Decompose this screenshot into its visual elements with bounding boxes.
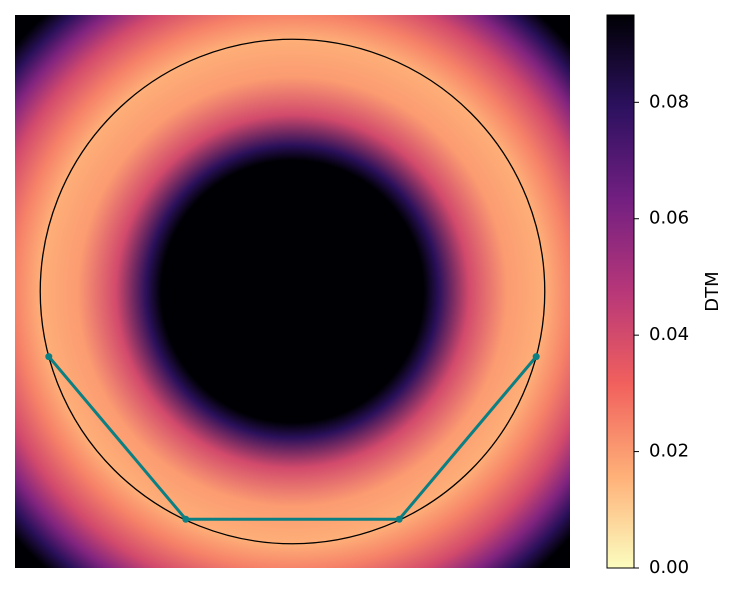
path-line [47, 355, 538, 521]
colorbar-tick-label: 0.04 [649, 324, 689, 345]
path-point [395, 515, 403, 523]
colorbar-tick-label: 0.08 [649, 91, 689, 112]
path-point [45, 353, 53, 361]
path-point [182, 515, 190, 523]
colorbar-tick-label: 0.00 [649, 557, 689, 578]
colorbar [606, 14, 635, 569]
colorbar-tick-label: 0.06 [649, 208, 689, 229]
reference-circle [39, 38, 546, 545]
colorbar-tick-label: 0.02 [649, 441, 689, 462]
heatmap [15, 15, 570, 568]
colorbar-label: DTM [702, 271, 723, 311]
path-point [532, 353, 540, 361]
